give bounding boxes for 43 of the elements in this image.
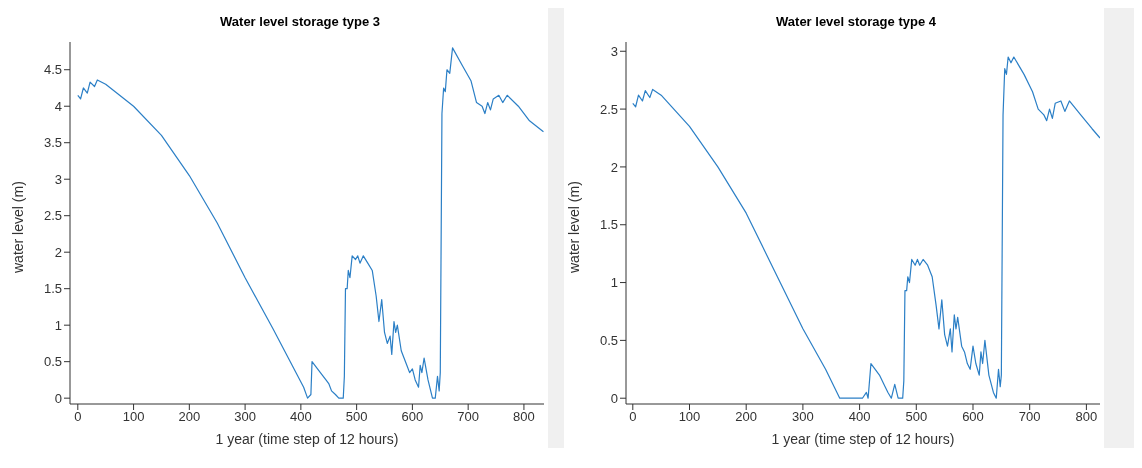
y-tick-label: 1.5: [599, 217, 618, 233]
y-tick-label: 3: [54, 171, 62, 187]
x-tick-label: 400: [848, 409, 871, 425]
y-tick-label: 2: [610, 159, 618, 175]
y-axis-title: water level (m): [565, 181, 582, 274]
x-tick-label: 500: [905, 409, 928, 425]
y-tick-label: 1: [610, 275, 618, 291]
y-tick-label: 0: [54, 390, 62, 406]
x-tick-label: 200: [178, 409, 201, 425]
line-series: [77, 47, 544, 399]
y-tick-label: 3.5: [43, 135, 62, 151]
x-tick-label: 100: [122, 409, 145, 425]
y-tick-label: 3: [610, 43, 618, 59]
x-tick-label: 300: [234, 409, 256, 425]
x-tick-label: 700: [1018, 409, 1041, 425]
x-tick-label: 0: [74, 409, 82, 425]
x-tick-label: 600: [401, 409, 424, 425]
x-tick-label: 200: [735, 409, 758, 425]
y-tick-label: 2: [54, 244, 62, 260]
y-tick-label: 2.5: [43, 208, 62, 224]
x-tick-label: 800: [513, 409, 535, 425]
x-tick-label: 100: [678, 409, 701, 425]
x-tick-label: 700: [457, 409, 480, 425]
y-tick-label: 1: [54, 317, 62, 333]
y-tick-label: 0: [610, 390, 618, 406]
x-tick-label: 800: [1075, 409, 1098, 425]
y-tick-label: 0.5: [599, 333, 618, 348]
line-series: [632, 56, 1100, 399]
x-tick-label: 0: [629, 409, 637, 425]
y-tick-label: 1.5: [43, 281, 62, 297]
x-axis-title: 1 year (time step of 12 hours): [771, 431, 955, 447]
y-tick-label: 4.5: [43, 62, 62, 78]
y-tick-label: 4: [54, 98, 62, 114]
chart-title: Water level storage type 3: [219, 14, 381, 29]
x-tick-label: 600: [962, 409, 984, 425]
y-tick-label: 2.5: [599, 101, 618, 117]
x-axis-title: 1 year (time step of 12 hours): [215, 431, 399, 447]
x-tick-label: 500: [345, 409, 368, 425]
x-tick-label: 400: [290, 409, 312, 425]
y-axis-title: water level (m): [9, 181, 26, 274]
x-tick-label: 300: [792, 409, 814, 425]
y-tick-label: 0.5: [43, 354, 62, 370]
chart-title: Water level storage type 4: [775, 14, 937, 29]
